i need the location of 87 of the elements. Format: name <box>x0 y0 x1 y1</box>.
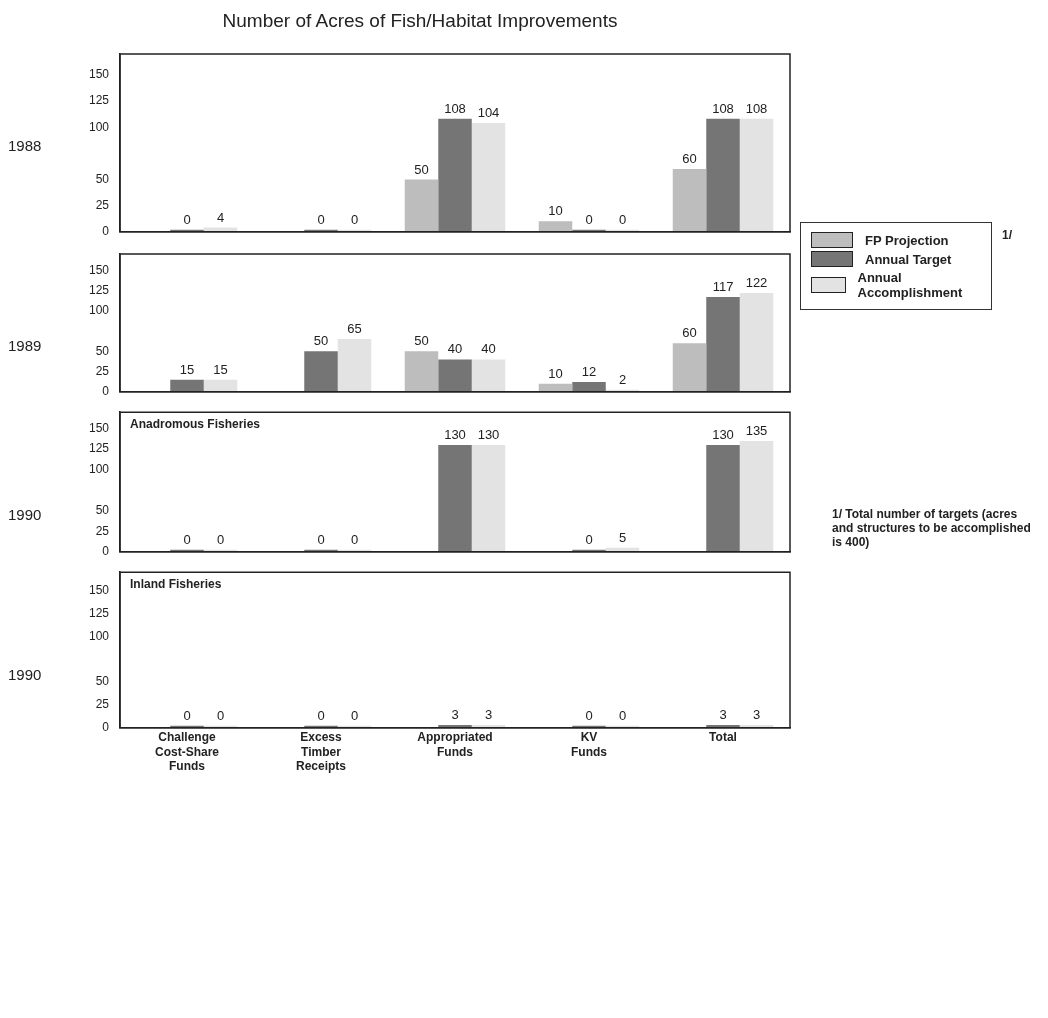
y-tick-label: 125 <box>88 282 110 297</box>
y-tick-label: 150 <box>88 262 110 277</box>
y-tick-label: 25 <box>95 697 110 712</box>
chart-title: Number of Acres of Fish/Habitat Improvements <box>221 10 619 32</box>
text: 1/ <box>1002 228 1013 242</box>
data-label: 3 <box>752 707 761 723</box>
data-label: 130 <box>477 427 500 443</box>
x-tick-label: Challenge Cost-Share Funds <box>154 730 220 774</box>
data-label: 0 <box>350 211 359 227</box>
data-label: 104 <box>477 105 500 121</box>
data-label: 108 <box>712 100 734 116</box>
legend-label: Annual Accomplishment <box>857 270 964 300</box>
data-label: 5 <box>618 529 627 545</box>
text: Anadromous Fisheries <box>130 416 261 431</box>
data-label: 0 <box>317 707 325 723</box>
y-tick-label: 150 <box>88 67 110 82</box>
data-label: 108 <box>745 100 768 116</box>
y-tick-label: 150 <box>88 420 110 435</box>
data-label: 12 <box>581 364 597 380</box>
data-label: 0 <box>216 531 225 547</box>
text: Inland Fisheries <box>130 576 222 591</box>
data-label: 0 <box>183 211 191 227</box>
data-label: 50 <box>414 161 429 177</box>
y-tick-label: 100 <box>88 303 110 318</box>
data-label: 50 <box>414 333 429 349</box>
data-label: 0 <box>585 531 593 547</box>
y-tick-label: 125 <box>88 93 110 108</box>
y-tick-label: 100 <box>88 119 110 134</box>
data-label: 0 <box>317 211 325 227</box>
data-label: 0 <box>350 531 359 547</box>
y-tick-label: 125 <box>88 605 110 620</box>
y-tick-label: 150 <box>88 582 110 597</box>
x-tick-label: Appropriated Funds <box>417 730 493 759</box>
y-axis-title: 1988 <box>8 137 42 154</box>
y-tick-label: 100 <box>88 628 110 643</box>
y-tick-label: 25 <box>95 523 110 538</box>
data-label: 135 <box>745 423 768 439</box>
data-label: 10 <box>548 203 563 219</box>
data-label: 40 <box>481 341 496 357</box>
y-axis-title: 1989 <box>8 337 42 354</box>
data-label: 60 <box>682 151 697 167</box>
data-label: 0 <box>216 707 225 723</box>
y-axis-title: 1990 <box>8 666 42 683</box>
legend-label: Annual Target <box>865 251 952 267</box>
y-tick-label: 25 <box>95 197 110 212</box>
data-label: 0 <box>585 707 593 723</box>
y-tick-label: 0 <box>102 224 110 239</box>
legend-label: FP Projection <box>865 232 949 248</box>
y-axis-title: 1990 <box>8 506 42 523</box>
y-tick-label: 0 <box>102 720 110 735</box>
data-label: 0 <box>350 707 359 723</box>
data-label: 40 <box>447 341 463 357</box>
data-label: 0 <box>618 211 627 227</box>
x-tick-label: Excess Timber Receipts <box>295 730 347 774</box>
data-label: 65 <box>347 321 362 337</box>
y-tick-label: 25 <box>95 363 110 378</box>
data-label: 3 <box>719 707 727 723</box>
y-tick-label: 0 <box>102 384 110 399</box>
data-label: 130 <box>712 427 734 443</box>
x-tick-label: Total <box>709 730 737 745</box>
y-tick-label: 0 <box>102 544 110 559</box>
data-label: 122 <box>745 274 768 290</box>
data-label: 0 <box>183 707 191 723</box>
data-label: 10 <box>548 365 563 381</box>
data-label: 15 <box>213 361 228 377</box>
data-label: 4 <box>216 209 225 225</box>
data-label: 60 <box>682 325 697 341</box>
y-tick-label: 125 <box>88 441 110 456</box>
data-label: 3 <box>484 707 493 723</box>
y-tick-label: 50 <box>95 674 110 689</box>
x-tick-label: KV Funds <box>571 730 608 759</box>
y-tick-label: 50 <box>95 343 110 358</box>
data-label: 2 <box>618 371 627 387</box>
data-label: 0 <box>183 531 191 547</box>
text: 1/ Total number of targets (acres and structures to be accomplished is 400) <box>832 507 1032 549</box>
data-label: 0 <box>317 531 325 547</box>
data-label: 3 <box>451 707 459 723</box>
data-label: 0 <box>618 707 627 723</box>
data-label: 108 <box>444 100 466 116</box>
data-label: 117 <box>712 279 734 295</box>
data-label: 0 <box>585 211 593 227</box>
y-tick-label: 50 <box>95 503 110 518</box>
data-label: 130 <box>444 427 466 443</box>
y-tick-label: 50 <box>95 171 110 186</box>
data-label: 50 <box>313 333 329 349</box>
data-label: 15 <box>179 361 195 377</box>
y-tick-label: 100 <box>88 461 110 476</box>
